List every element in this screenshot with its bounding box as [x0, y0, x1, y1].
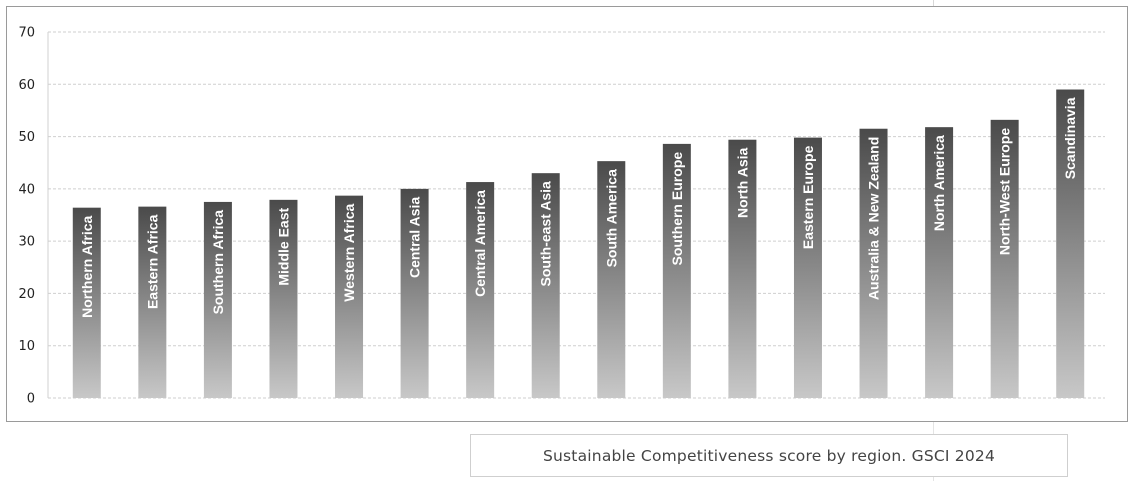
bar: [793, 137, 822, 399]
bar: [138, 206, 167, 398]
bar: [1056, 89, 1085, 398]
bar-category-label: Eastern Africa: [144, 214, 160, 309]
y-tick-label: 10: [18, 339, 35, 354]
bar-category-label: Australia & New Zealand: [866, 137, 882, 300]
y-tick-label: 50: [18, 130, 35, 145]
bar-category-label: North-West Europe: [997, 128, 1013, 256]
divider-line: [933, 0, 934, 6]
bar: [72, 207, 101, 398]
bars: [72, 89, 1085, 399]
bar-category-label: South-east Asia: [538, 181, 554, 286]
y-tick-label: 70: [18, 26, 35, 41]
chart-caption: Sustainable Competitiveness score by reg…: [542, 446, 996, 465]
bar-category-label: Northern Africa: [79, 215, 95, 317]
chart-caption-box: Sustainable Competitiveness score by reg…: [470, 434, 1068, 477]
bar: [400, 188, 429, 398]
y-tick-label: 30: [18, 235, 35, 250]
bar-category-label: Scandinavia: [1062, 97, 1078, 179]
bar: [531, 173, 560, 398]
bar: [335, 195, 364, 398]
bar-category-label: Eastern Europe: [800, 145, 816, 249]
chart-frame: 0 10 20 30 40 50 60 70 Northern Africa Eastern A…: [6, 6, 1128, 422]
bar-category-label: North America: [931, 135, 947, 231]
y-tick-label: 0: [27, 392, 35, 407]
bar-category-label: South America: [603, 169, 619, 267]
bar: [597, 161, 626, 398]
bar-category-label: Central Asia: [407, 197, 423, 278]
y-tick-label: 40: [18, 182, 35, 197]
bar-chart: 0 10 20 30 40 50 60 70 Northern Africa Eastern A…: [18, 26, 1105, 407]
bar: [859, 128, 888, 398]
bar-category-label: Central America: [472, 190, 488, 297]
bar-category-label: Western Africa: [341, 203, 357, 301]
bar: [466, 182, 495, 398]
bar: [203, 201, 232, 398]
bar: [269, 199, 298, 398]
bar: [925, 127, 954, 398]
bar-category-label: Southern Europe: [669, 152, 685, 266]
bar-category-label: Southern Africa: [210, 210, 226, 315]
bar-labels: Northern Africa Eastern Africa Southern Af…: [79, 97, 1078, 318]
bar-category-label: North Asia: [734, 148, 750, 218]
bar: [662, 143, 691, 398]
bar-category-label: Middle East: [275, 208, 291, 286]
y-tick-label: 20: [18, 287, 35, 302]
bar: [990, 119, 1019, 398]
bar: [728, 139, 757, 399]
y-tick-label: 60: [18, 78, 35, 93]
